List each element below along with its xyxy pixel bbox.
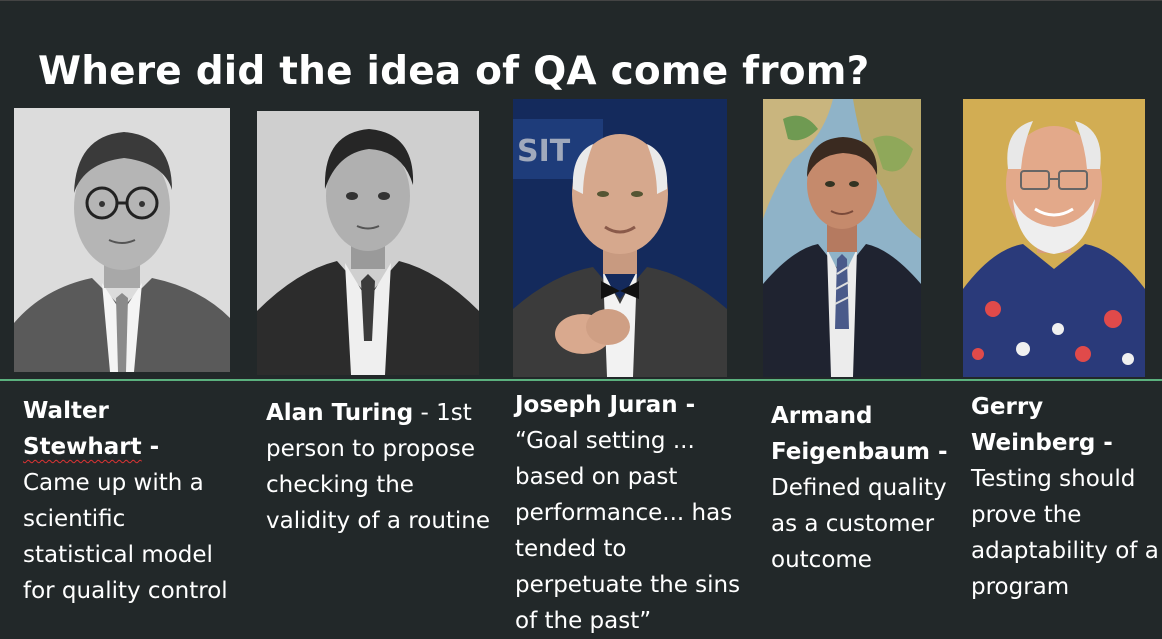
divider-line	[0, 379, 1162, 381]
portrait-gerry-weinberg	[963, 99, 1145, 377]
person-name: Joseph Juran -	[515, 392, 696, 418]
spellcheck-underline: Stewhart	[23, 434, 142, 460]
person-description: 1st person to propose checking the valid…	[266, 400, 491, 534]
person-name: Gerry Weinberg -	[971, 394, 1113, 456]
portrait-joseph-juran: SIT	[513, 99, 727, 377]
portrait-armand-feigenbaum	[763, 99, 921, 377]
person-name: Alan Turing	[266, 400, 414, 426]
portrait-walter-stewhart	[14, 108, 230, 372]
person-description: “Goal setting ... based on past performa…	[515, 428, 741, 634]
svg-text:SIT: SIT	[517, 134, 571, 169]
caption-gerry-weinberg: Gerry Weinberg - Testing should prove the…	[971, 389, 1161, 605]
slide-title: Where did the idea of QA come from?	[38, 49, 870, 94]
caption-walter-stewhart: Walter Stewhart - Came up with a scientif…	[23, 393, 238, 609]
caption-armand-feigenbaum: Armand Feigenbaum - Defined quality as a …	[771, 398, 961, 578]
caption-joseph-juran: Joseph Juran - “Goal setting ... based o…	[515, 387, 745, 639]
person-description: Came up with a scientific statistical mo…	[23, 470, 228, 604]
person-description: Defined quality as a customer outcome	[771, 475, 947, 573]
person-name: Armand Feigenbaum -	[771, 403, 948, 465]
caption-alan-turing: Alan Turing - 1st person to propose chec…	[266, 400, 491, 534]
person-description: Testing should prove the adaptability of…	[971, 466, 1159, 600]
person-name: Walter Stewhart -	[23, 398, 160, 460]
portrait-alan-turing	[257, 111, 479, 375]
